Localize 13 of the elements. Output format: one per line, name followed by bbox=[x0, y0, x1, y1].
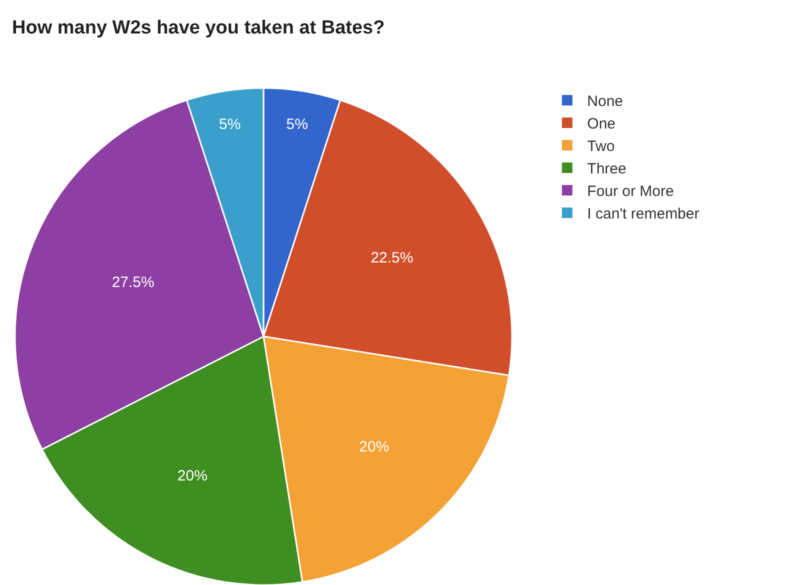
legend-label: Two bbox=[587, 138, 615, 156]
legend-label: I can't remember bbox=[587, 206, 700, 223]
data-label: 22.5% bbox=[370, 249, 414, 266]
legend-label: One bbox=[587, 116, 616, 133]
legend-label: None bbox=[587, 93, 624, 110]
data-label: 27.5% bbox=[112, 274, 154, 291]
data-label: 20% bbox=[177, 467, 208, 484]
data-label: 20% bbox=[359, 438, 390, 456]
data-label: 5% bbox=[286, 116, 308, 133]
chart-title: How many W2s have you taken at Bates? bbox=[12, 17, 385, 38]
legend-label: Three bbox=[587, 160, 626, 178]
legend-label: Four or More bbox=[587, 183, 674, 200]
data-label: 5% bbox=[219, 116, 241, 133]
